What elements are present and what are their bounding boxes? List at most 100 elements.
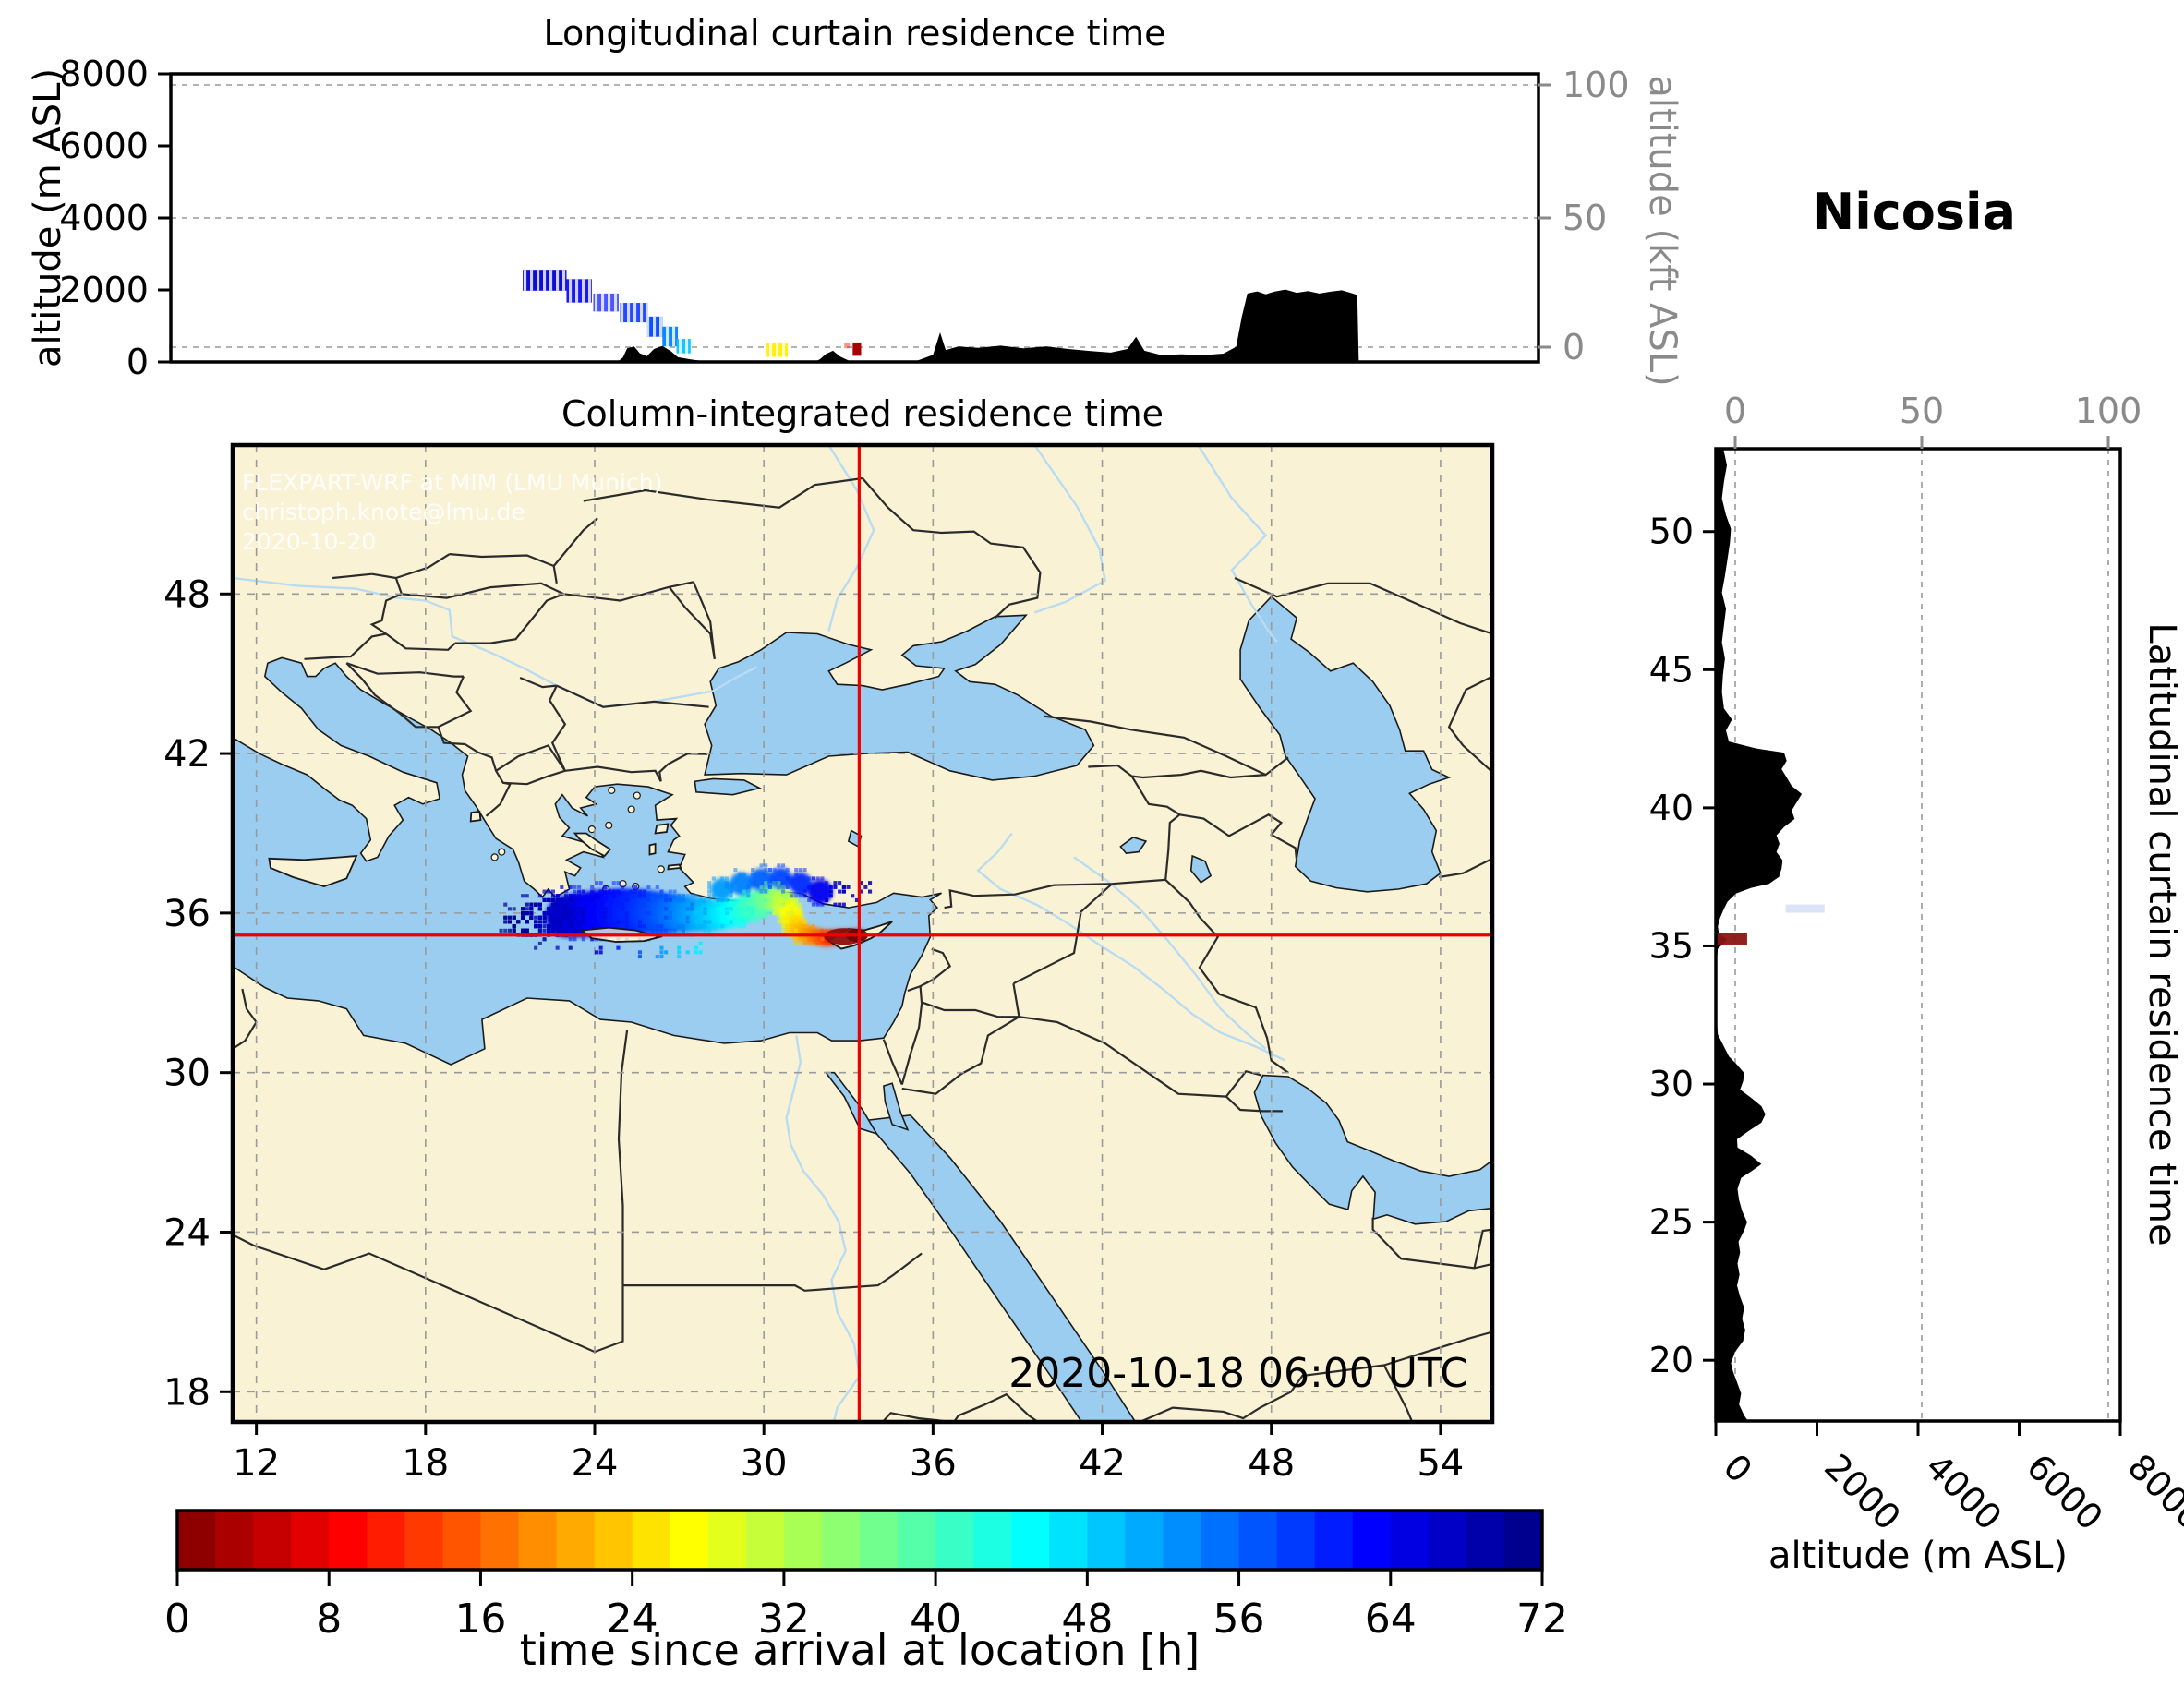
map-water-body	[1253, 1074, 1492, 1225]
right-alt-tick-label: 2000	[1816, 1446, 1909, 1538]
top-residence-block-stipple	[676, 339, 691, 354]
map-country-border	[1012, 883, 1113, 985]
top-residence-block-stipple	[523, 270, 567, 291]
map-country-border	[667, 752, 708, 765]
map-lat-tick-label: 42	[163, 733, 211, 776]
map-title: Column-integrated residence time	[561, 393, 1164, 434]
colorbar-band	[1352, 1511, 1392, 1570]
colorbar-band	[594, 1511, 633, 1570]
colorbar-tick-label: 16	[454, 1596, 506, 1643]
map-island	[268, 854, 358, 888]
map-island	[469, 810, 482, 823]
map-country-border	[1225, 1069, 1262, 1098]
right-lat-tick-label: 25	[1649, 1202, 1694, 1243]
right-alt-tick-label: 0	[1716, 1446, 1760, 1490]
map-country-border	[556, 684, 709, 708]
map-country-border	[437, 676, 473, 746]
map-country-border	[1019, 1016, 1283, 1113]
colorbar-band	[821, 1511, 861, 1570]
map-country-border	[548, 685, 567, 772]
colorbar-band	[1276, 1511, 1316, 1570]
top-alt-tick-label: 2000	[59, 270, 149, 310]
map-country-border	[519, 676, 557, 689]
colorbar-band	[860, 1511, 899, 1570]
colorbar-band	[442, 1511, 482, 1570]
colorbar-band	[1466, 1511, 1505, 1570]
map-country-border	[907, 947, 952, 993]
colorbar-band	[177, 1511, 216, 1570]
map-lat-tick-label: 48	[163, 573, 211, 616]
map-country-border	[564, 765, 662, 782]
map-lon-tick-label: 36	[910, 1442, 957, 1485]
top-residence-block	[844, 343, 851, 349]
top-panel-ylabel: altitude (m ASL)	[27, 67, 69, 368]
residence-plume	[499, 863, 873, 959]
map-island-dot	[605, 821, 613, 829]
top-residence-block-stipple	[646, 316, 663, 337]
top-residence-block	[852, 342, 862, 356]
right-kft-tick-label: 100	[2075, 391, 2142, 431]
colorbar-band	[480, 1511, 520, 1570]
top-alt-tick-label: 6000	[59, 126, 149, 166]
latitudinal-curtain-panel: 20 25 30 35 40 45 50 0 2000 4000 6000 8000 0 50 100	[1649, 391, 2184, 1538]
right-lat-tick-label: 45	[1649, 649, 1694, 690]
map-country-border	[345, 662, 439, 729]
right-lat-tick-label: 40	[1649, 788, 1694, 828]
colorbar-band	[518, 1511, 558, 1570]
map-country-border	[1382, 1364, 1414, 1422]
map-lon-tick-label: 30	[741, 1442, 788, 1485]
colorbar-band	[1049, 1511, 1089, 1570]
map-lon-tick-label: 24	[572, 1442, 619, 1485]
map-river	[827, 445, 875, 632]
colorbar-band	[935, 1511, 974, 1570]
station-title: Nicosia	[1813, 183, 2016, 241]
map-country-border	[1371, 1217, 1492, 1270]
colorbar-tick-label: 64	[1365, 1596, 1417, 1643]
colorbar-band	[745, 1511, 785, 1570]
colorbar-band	[1011, 1511, 1050, 1570]
map-country-border	[449, 553, 558, 584]
map-lat-tick-label: 36	[163, 893, 211, 935]
map-water-body	[1189, 854, 1213, 884]
map-lon-tick-label: 48	[1248, 1442, 1295, 1485]
colorbar-band	[329, 1511, 368, 1570]
top-panel-data	[171, 270, 1359, 362]
map-country-border	[502, 769, 566, 786]
map-country-border	[401, 582, 564, 599]
colorbar-tick-label: 56	[1213, 1596, 1265, 1643]
map-country-border	[952, 1392, 1040, 1422]
map-river	[976, 832, 1286, 1062]
top-residence-block-stipple	[766, 342, 789, 357]
map-country-border	[1179, 813, 1298, 861]
map-country-border	[563, 581, 694, 602]
colorbar-band	[1314, 1511, 1354, 1570]
right-panel-xlabel: altitude (m ASL)	[1768, 1535, 2069, 1577]
map-country-border	[454, 593, 564, 644]
colorbar-band	[215, 1511, 254, 1570]
right-kft-tick-label: 50	[1900, 391, 1944, 431]
map-lat-tick-label: 30	[163, 1053, 211, 1095]
top-panel-kft-ylabel: altitude (kft ASL)	[1641, 75, 1683, 387]
map-country-border	[658, 763, 670, 782]
colorbar-band	[367, 1511, 406, 1570]
map-water-body	[1119, 836, 1148, 854]
colorbar-band	[556, 1511, 596, 1570]
attribution-line-3: 2020-10-20	[242, 528, 377, 555]
right-alt-tick-label: 6000	[2019, 1446, 2111, 1538]
colorbar-band	[1428, 1511, 1467, 1570]
top-alt-tick-label: 0	[127, 342, 149, 382]
map-country-border	[921, 1001, 1020, 1018]
map-panel: 12 18 24 30 36 42 48 54 18 24 30 36 42 48	[163, 442, 1495, 1485]
right-alt-tick-label: 4000	[1918, 1446, 2010, 1538]
right-kft-tick-label: 0	[1724, 391, 1746, 431]
colorbar-band	[670, 1511, 709, 1570]
top-residence-block-stipple	[662, 326, 679, 347]
colorbar-band	[973, 1511, 1012, 1570]
map-country-border	[862, 477, 1042, 620]
map-country-border	[1137, 1331, 1492, 1422]
map-country-border	[385, 632, 456, 651]
map-country-border	[345, 662, 464, 678]
colorbar-tick-label: 48	[1061, 1596, 1113, 1643]
right-lat-tick-label: 30	[1649, 1064, 1694, 1104]
